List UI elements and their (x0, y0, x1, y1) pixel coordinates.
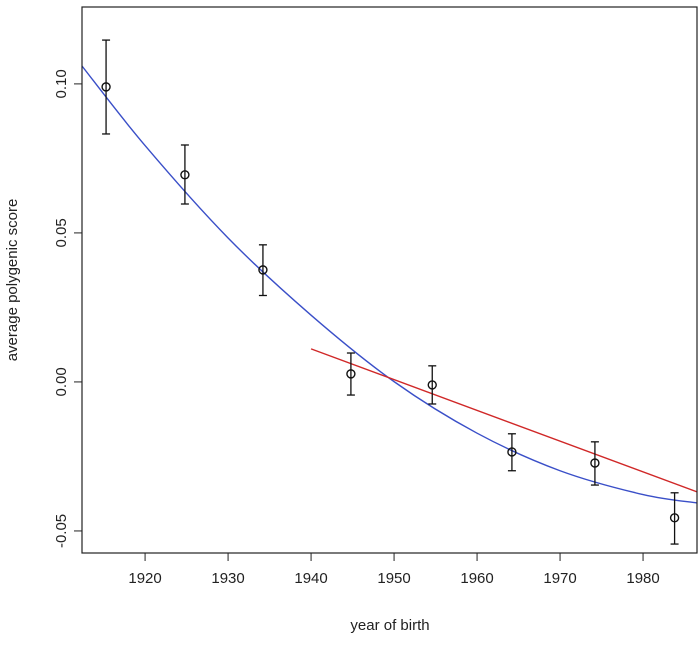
point-marker (507, 447, 517, 457)
point-marker (180, 170, 190, 180)
y-tick-label: -0.05 (53, 514, 70, 548)
data-point (346, 352, 356, 396)
quadratic-fit-line (82, 65, 697, 504)
x-tick-label: 1920 (128, 570, 161, 587)
point-marker (258, 265, 268, 275)
y-axis: -0.05 0.00 0.05 0.10 (53, 69, 82, 548)
x-tick-label: 1960 (460, 570, 493, 587)
data-point (590, 441, 600, 486)
point-marker (669, 513, 680, 523)
x-tick-label: 1930 (211, 570, 244, 587)
data-point (180, 144, 190, 205)
x-tick-label: 1950 (377, 570, 410, 587)
point-marker (590, 458, 600, 468)
data-point (507, 433, 517, 472)
plot-frame (81, 6, 698, 554)
data-points (101, 39, 680, 545)
y-tick-label: 0.05 (53, 218, 70, 247)
data-point (669, 492, 680, 545)
x-tick-label: 1980 (626, 570, 659, 587)
point-marker (346, 369, 356, 379)
x-axis-label: year of birth (350, 617, 429, 634)
data-point (101, 39, 111, 135)
data-point (427, 365, 437, 405)
fit-lines (82, 65, 697, 504)
x-axis: 1920 1930 1940 1950 1960 1970 1980 (128, 553, 660, 587)
data-point (258, 244, 268, 297)
y-axis-label: average polygenic score (4, 199, 21, 362)
point-marker (101, 82, 111, 92)
x-tick-label: 1940 (294, 570, 327, 587)
x-tick-label: 1970 (543, 570, 576, 587)
linear-fit-line (310, 348, 697, 493)
y-tick-label: 0.10 (53, 69, 70, 98)
y-tick-label: 0.00 (53, 367, 70, 396)
point-marker (427, 380, 437, 390)
